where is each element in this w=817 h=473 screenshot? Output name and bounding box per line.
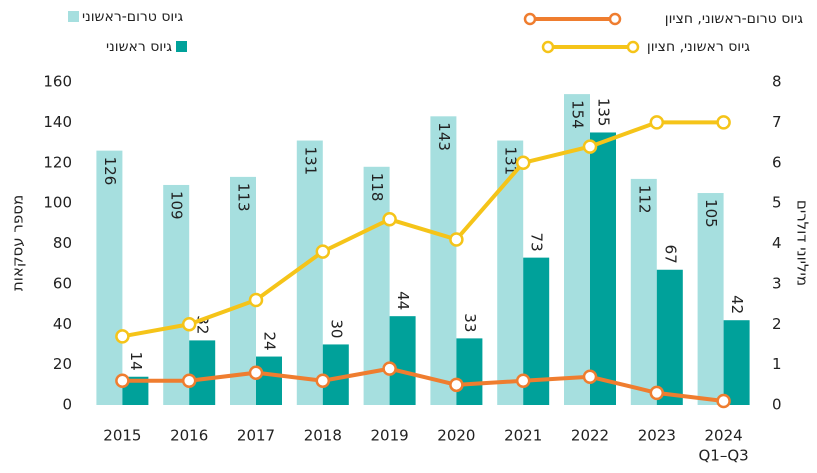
y-tick-label: 20	[53, 355, 72, 373]
line-marker	[181, 373, 197, 389]
value-label: 154	[569, 100, 587, 129]
y2-axis-label: מיליוני דולרים	[794, 200, 812, 286]
line-marker	[315, 373, 331, 389]
line-marker	[649, 385, 665, 401]
x-tick-label: 2016	[170, 427, 208, 445]
x-annotation: Q1–Q3	[698, 447, 748, 465]
y2-tick-label: 2	[772, 315, 782, 333]
value-label: 73	[528, 233, 546, 252]
y2-tick-label: 4	[772, 234, 782, 252]
bar	[456, 338, 483, 405]
value-label: 67	[661, 245, 679, 264]
line-marker	[716, 393, 731, 409]
value-label: 131	[301, 147, 319, 176]
y2-tick-label: 3	[772, 274, 782, 292]
line-marker	[582, 369, 598, 384]
y-tick-label: 120	[43, 153, 72, 171]
bar	[256, 356, 282, 405]
line-marker	[382, 212, 397, 227]
value-label: 42	[728, 295, 746, 314]
bar	[723, 320, 750, 405]
value-label: 112	[635, 185, 653, 214]
legend-label: גיוס טרום-ראשוני	[82, 9, 183, 25]
legend-marker	[608, 12, 622, 26]
value-label: 105	[702, 199, 720, 228]
line-marker	[315, 244, 331, 259]
y2-tick-label: 6	[772, 153, 782, 171]
x-tick-label: 2015	[103, 427, 141, 445]
bar	[430, 116, 457, 405]
y-tick-label: 160	[43, 73, 72, 91]
line-marker	[582, 139, 598, 154]
value-label: 113	[235, 183, 253, 212]
legend-label: גיוס טרום-ראשוני, חציון	[665, 11, 803, 27]
bar	[96, 150, 123, 405]
line-marker	[515, 373, 531, 389]
legend-swatch	[68, 11, 79, 22]
legend-marker	[541, 40, 555, 54]
y-tick-label: 100	[43, 194, 72, 212]
line-marker	[382, 361, 397, 376]
y2-tick-label: 7	[772, 113, 782, 131]
value-label: 131	[502, 147, 520, 176]
value-label: 118	[368, 173, 386, 202]
bar	[389, 316, 416, 405]
x-tick-label: 2019	[371, 427, 409, 445]
bar	[322, 344, 349, 405]
value-label: 24	[261, 331, 279, 350]
line-marker	[181, 317, 197, 332]
y2-tick-label: 0	[772, 396, 782, 414]
line	[122, 366, 724, 403]
bar	[296, 140, 323, 405]
y-tick-label: 0	[62, 396, 72, 414]
x-tick-label: 2020	[437, 427, 475, 445]
bar	[590, 132, 616, 405]
value-label: 30	[327, 319, 345, 338]
x-tick-label: 2018	[304, 427, 342, 445]
bar	[630, 178, 657, 405]
value-label: 14	[127, 352, 145, 371]
line-marker	[449, 377, 464, 393]
value-label: 109	[168, 191, 186, 220]
bar	[656, 269, 683, 405]
legend-label: גיוס ראשוני, חציון	[647, 39, 750, 55]
value-label: 126	[101, 157, 119, 186]
y2-tick-label: 8	[772, 73, 782, 91]
y2-tick-label: 1	[772, 355, 782, 373]
line-marker	[716, 115, 731, 130]
line	[122, 120, 724, 339]
line-marker	[248, 292, 264, 308]
value-label: 44	[394, 291, 412, 310]
legend-swatch	[176, 41, 187, 52]
x-tick-label: 2021	[504, 427, 542, 445]
y-tick-label: 80	[53, 234, 72, 252]
line-marker	[115, 329, 130, 344]
bar	[189, 340, 216, 405]
bar	[163, 184, 190, 405]
x-tick-label: 2023	[638, 427, 676, 445]
legend-marker	[523, 12, 537, 26]
x-tick-label: 2017	[237, 427, 275, 445]
y-tick-label: 140	[43, 113, 72, 131]
y-tick-label: 40	[53, 315, 72, 333]
legend-label: גיוס ראשוני	[106, 39, 172, 55]
line-marker	[449, 232, 464, 247]
line-marker	[649, 115, 665, 130]
y-tick-label: 60	[53, 274, 72, 292]
line-marker	[248, 365, 264, 380]
value-label: 135	[595, 98, 613, 127]
line-marker	[515, 155, 531, 170]
bar	[697, 193, 724, 405]
line-marker	[115, 373, 130, 389]
y-axis-label: מספר עסקאות	[9, 195, 27, 291]
x-tick-label: 2022	[571, 427, 609, 445]
y2-tick-label: 5	[772, 194, 782, 212]
value-label: 143	[435, 122, 453, 151]
x-tick-label: 2024	[705, 427, 743, 445]
legend-marker	[626, 40, 640, 54]
value-label: 33	[461, 313, 479, 332]
